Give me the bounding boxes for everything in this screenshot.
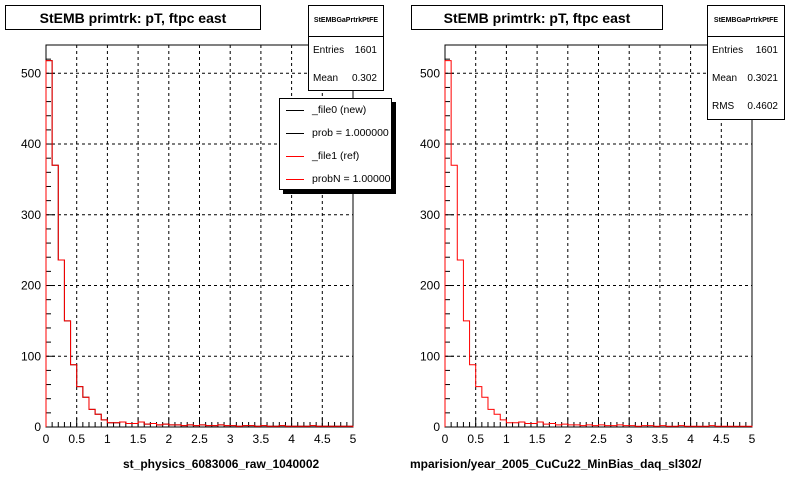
x-tick-label: 2.5 <box>191 432 208 446</box>
legend-entry: _file0 (new) <box>280 99 391 122</box>
stats-row-mean: Mean 0.3021 <box>708 65 784 93</box>
x-tick-label: 2.5 <box>590 432 607 446</box>
x-tick-label: 4 <box>288 432 295 446</box>
x-tick-label: 4 <box>687 432 694 446</box>
stats-key: Entries <box>712 45 744 56</box>
y-tick-label: 200 <box>21 279 41 293</box>
x-tick-label: 1.5 <box>529 432 546 446</box>
stats-box-header: StEMBGaPrtrkPtFE <box>708 6 784 37</box>
x-tick-label: 3.5 <box>652 432 669 446</box>
legend-swatch <box>286 179 304 180</box>
x-tick-label: 0 <box>43 432 50 446</box>
y-tick-label: 200 <box>420 279 440 293</box>
x-tick-label: 0.5 <box>68 432 85 446</box>
stats-value: 0.302 <box>351 73 377 84</box>
legend-label: probN = 1.000000 <box>312 173 392 185</box>
stats-row-entries: Entries 1601 <box>708 37 784 65</box>
chart-title: StEMB primtrk: pT, ftpc east <box>411 5 663 30</box>
x-tick-label: 1.5 <box>130 432 147 446</box>
y-tick-label: 0 <box>34 420 41 434</box>
legend-swatch <box>286 133 304 134</box>
right-histogram-plot: 0 0.5 1 1.5 2 2.5 3 3.5 4 4.5 5 0 100 200 300 400 500 <box>420 44 756 446</box>
x-axis-caption: mparision/year_2005_CuCu22_MinBias_daq_s… <box>410 457 702 471</box>
stats-box: StEMBGaPrtrkPtFE Entries 1601 Mean 0.302 <box>308 5 384 91</box>
histogram-series <box>45 60 354 427</box>
x-tick-label: 3 <box>626 432 633 446</box>
x-tick-label: 5 <box>350 432 357 446</box>
left-histogram-panel: 0 0.5 1 1.5 2 2.5 3 3.5 4 4.5 5 0 100 200 300 400 500 St… <box>5 5 392 471</box>
stats-key: Mean <box>712 73 738 84</box>
stats-value: 0.3021 <box>747 73 778 84</box>
y-tick-label: 0 <box>433 420 440 434</box>
y-tick-label: 100 <box>21 349 41 363</box>
legend-entry: _file1 (ref) <box>280 145 391 168</box>
x-tick-label: 4.5 <box>314 432 331 446</box>
left-histogram-plot: 0 0.5 1 1.5 2 2.5 3 3.5 4 4.5 5 0 100 200 300 400 500 <box>21 44 357 446</box>
right-histogram-panel: 0 0.5 1 1.5 2 2.5 3 3.5 4 4.5 5 0 100 200 300 400 500 St… <box>400 0 800 480</box>
x-tick-label: 0.5 <box>467 432 484 446</box>
x-tick-label: 1 <box>503 432 510 446</box>
y-tick-label: 300 <box>21 208 41 222</box>
stats-value: 1601 <box>755 45 778 56</box>
x-tick-label: 0 <box>442 432 449 446</box>
legend-label: prob = 1.000000 <box>312 127 389 139</box>
y-tick-label: 400 <box>21 137 41 151</box>
legend-swatch <box>286 110 304 111</box>
legend-entry: probN = 1.000000 <box>280 168 392 189</box>
x-tick-label: 3 <box>227 432 234 446</box>
x-tick-label: 5 <box>749 432 756 446</box>
legend-entry: prob = 1.000000 <box>280 122 391 145</box>
stats-value: 0.4602 <box>747 101 778 112</box>
chart-title: StEMB primtrk: pT, ftpc east <box>5 5 261 30</box>
y-tick-label: 500 <box>420 66 440 80</box>
x-tick-label: 2 <box>564 432 571 446</box>
stats-row-entries: Entries 1601 <box>309 37 383 65</box>
stats-row-mean: Mean 0.302 <box>309 65 383 93</box>
stats-box: StEMBGaPrtrkPtFE Entries 1601 Mean 0.302… <box>707 5 785 120</box>
legend: _file0 (new) prob = 1.000000 _file1 (ref… <box>279 98 392 190</box>
x-tick-label: 1 <box>104 432 111 446</box>
y-tick-label: 400 <box>420 137 440 151</box>
stats-row-rms: RMS 0.4602 <box>708 93 784 121</box>
stats-key: RMS <box>712 101 735 112</box>
stats-box-header: StEMBGaPrtrkPtFE <box>309 6 383 37</box>
x-tick-label: 4.5 <box>713 432 730 446</box>
x-tick-label: 3.5 <box>253 432 270 446</box>
legend-swatch <box>286 156 304 157</box>
x-tick-label: 2 <box>165 432 172 446</box>
legend-label: _file1 (ref) <box>312 150 360 162</box>
stats-key: Entries <box>313 45 345 56</box>
histogram-series <box>444 60 753 427</box>
y-tick-label: 100 <box>420 349 440 363</box>
y-tick-label: 300 <box>420 208 440 222</box>
legend-label: _file0 (new) <box>312 104 367 116</box>
y-tick-label: 500 <box>21 66 41 80</box>
stats-value: 1601 <box>354 45 377 56</box>
stats-key: Mean <box>313 73 339 84</box>
x-axis-caption: st_physics_6083006_raw_1040002 <box>123 457 320 471</box>
